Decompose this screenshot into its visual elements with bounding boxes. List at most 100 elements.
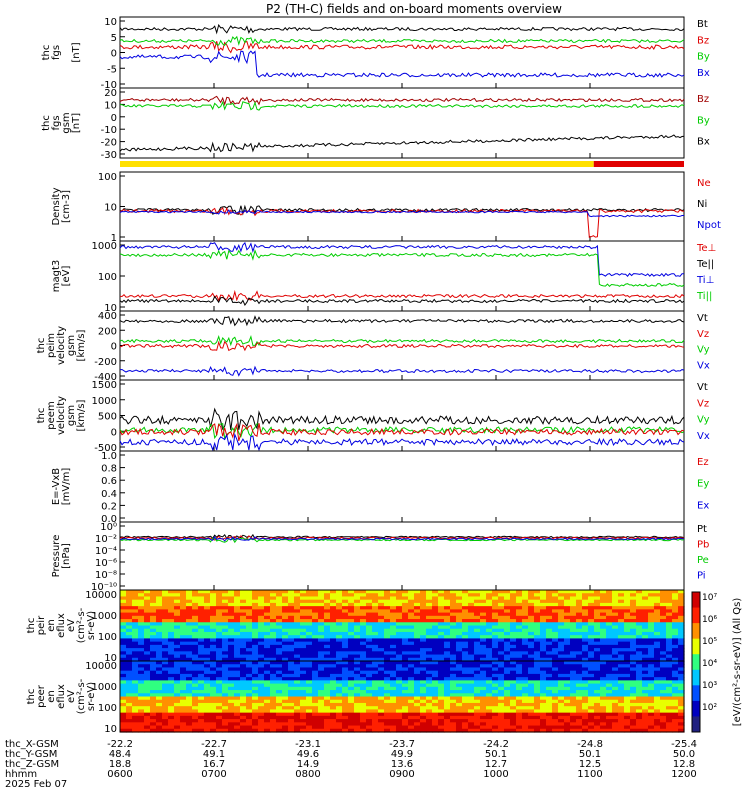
panel-peer: 10000100010010thcpeerenefluxeV(cm²-s-sr-… [26, 660, 685, 735]
spectrogram-cell [498, 728, 505, 733]
spectrogram-cell [204, 709, 211, 714]
spectrogram-cell [336, 667, 343, 672]
spectrogram-cell [618, 673, 625, 678]
spectrogram-cell [228, 625, 235, 630]
spectrogram-cell [234, 690, 241, 694]
spectrogram-cell [450, 606, 457, 610]
spectrogram-cell [348, 641, 355, 646]
spectrogram-cell [396, 715, 403, 720]
spectrogram-cell [582, 657, 589, 662]
spectrogram-cell [528, 673, 535, 678]
spectrogram-cell [564, 709, 571, 714]
spectrogram-cell [318, 673, 325, 678]
spectrogram-cell [672, 722, 679, 727]
spectrogram-cell [486, 709, 493, 714]
spectrogram-cell [522, 667, 529, 672]
spectrogram-cell [522, 628, 529, 633]
spectrogram-cell [540, 609, 547, 614]
spectrogram-cell [294, 599, 301, 604]
spectrogram-cell [204, 702, 211, 707]
spectrogram-cell [294, 654, 301, 659]
spectrogram-cell [462, 725, 469, 730]
spectrogram-cell [312, 667, 319, 672]
spectrogram-cell [510, 622, 517, 627]
spectrogram-cell [258, 693, 265, 698]
spectrogram-cell [594, 644, 601, 649]
spectrogram-cell [666, 631, 673, 636]
spectrogram-cell [342, 673, 349, 678]
spectrogram-cell [456, 690, 463, 694]
spectrogram-cell [498, 651, 505, 656]
spectrogram-cell [252, 699, 259, 704]
spectrogram-cell [570, 715, 577, 720]
spectrogram-cell [414, 625, 421, 630]
spectrogram-cell [348, 619, 355, 623]
spectrogram-cell [546, 670, 553, 675]
spectrogram-cell [222, 712, 229, 717]
spectrogram-cell [510, 696, 517, 701]
spectrogram-cell [222, 635, 229, 640]
spectrogram-cell [564, 615, 571, 620]
spectrogram-cell [192, 712, 199, 717]
spectrogram-cell [630, 673, 637, 678]
spectrogram-cell [630, 686, 637, 691]
spectrogram-cell [144, 725, 151, 730]
spectrogram-cell [270, 619, 277, 623]
y-axis-label: thcpeirenefluxeV(cm²-s-sr-eV) [26, 607, 97, 643]
panel-frame [119, 660, 685, 733]
spectrogram-cell [180, 599, 187, 604]
spectrogram-cell [390, 635, 397, 640]
spectrogram-cell [396, 673, 403, 678]
spectrogram-cell [312, 725, 319, 730]
spectrogram-cell [180, 702, 187, 707]
spectrogram-cell [168, 651, 175, 656]
spectrogram-cell [288, 641, 295, 646]
spectrogram-cell [582, 709, 589, 714]
spectrogram-cell [210, 628, 217, 633]
spectrogram-cell [342, 622, 349, 627]
spectrogram-cell [594, 628, 601, 633]
spectrogram-cell [432, 609, 439, 614]
spectrogram-cell [234, 612, 241, 617]
spectrogram-cell [552, 719, 559, 723]
spectrogram-cell [438, 696, 445, 701]
footer-y-gsm: 50.1 [485, 749, 507, 760]
spectrogram-cell [150, 622, 157, 627]
spectrogram-cell [432, 590, 439, 594]
spectrogram-cell [390, 606, 397, 610]
spectrogram-cell [270, 622, 277, 627]
spectrogram-cell [276, 680, 283, 685]
spectrogram-cell [504, 644, 511, 649]
spectrogram-cell [630, 599, 637, 604]
spectrogram-cell [660, 631, 667, 636]
spectrogram-cell [300, 635, 307, 640]
spectrogram-cell [222, 615, 229, 620]
spectrogram-cell [648, 719, 655, 723]
spectrogram-cell [360, 609, 367, 614]
spectrogram-cell [618, 619, 625, 623]
spectrogram-cell [576, 664, 583, 669]
spectrogram-cell [390, 677, 397, 681]
spectrogram-cell [540, 673, 547, 678]
spectrogram-cell [156, 693, 163, 698]
spectrogram-cell [306, 690, 313, 694]
spectrogram-cell [588, 715, 595, 720]
spectrogram-cell [264, 686, 271, 691]
spectrogram-cell [582, 690, 589, 694]
spectrogram-cell [630, 615, 637, 620]
spectrogram-cell [294, 722, 301, 727]
spectrogram-cell [150, 709, 157, 714]
spectrogram-cell [456, 622, 463, 627]
spectrogram-cell [168, 670, 175, 675]
spectrogram-cell [672, 625, 679, 630]
spectrogram-cell [270, 635, 277, 640]
y-axis-label-line: [nPa] [61, 543, 72, 569]
spectrogram-cell [618, 602, 625, 607]
spectrogram-cell [252, 722, 259, 727]
spectrogram-cell [642, 631, 649, 636]
spectrogram-cell [180, 641, 187, 646]
spectrogram-cell [606, 709, 613, 714]
spectrogram-cell [450, 631, 457, 636]
spectrogram-cell [348, 709, 355, 714]
spectrogram-cell [180, 648, 187, 652]
